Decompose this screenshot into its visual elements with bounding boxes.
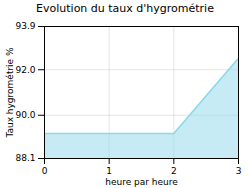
svg-text:heure par heure: heure par heure — [105, 177, 178, 187]
svg-text:1: 1 — [106, 166, 112, 176]
svg-text:Taux hygrométrie %: Taux hygrométrie % — [5, 47, 15, 139]
svg-text:0: 0 — [42, 166, 48, 176]
svg-text:93.9: 93.9 — [15, 21, 35, 31]
html-text:Evolution du taux d'hygrométri: Evolution du taux d'hygrométrie — [36, 2, 214, 15]
svg-text:92.0: 92.0 — [15, 65, 35, 75]
svg-text:2: 2 — [171, 166, 177, 176]
svg-text:90.0: 90.0 — [15, 110, 35, 120]
svg-text:3: 3 — [236, 166, 242, 176]
svg-text:88.1: 88.1 — [15, 153, 35, 163]
